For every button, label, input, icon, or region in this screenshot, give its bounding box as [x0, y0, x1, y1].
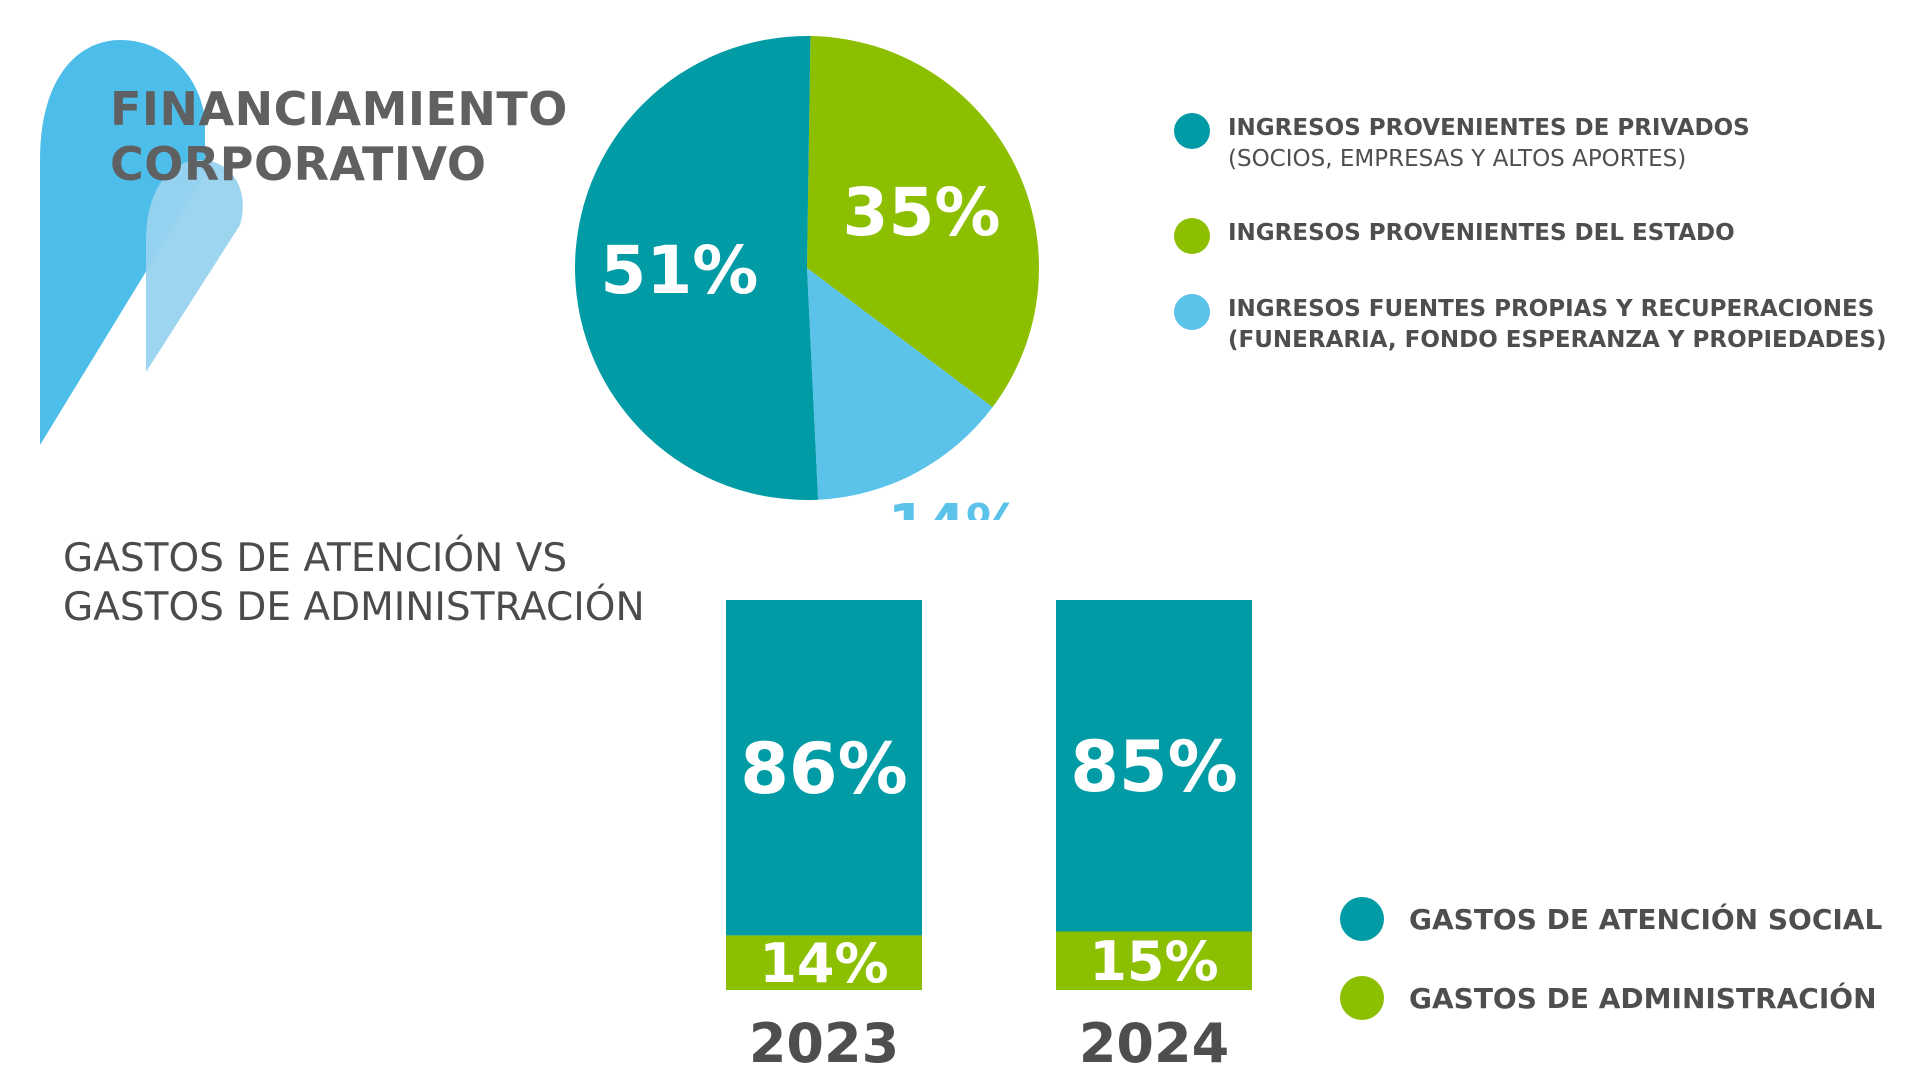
legend-sublabel-privados: (SOCIOS, EMPRESAS Y ALTOS APORTES): [1228, 146, 1687, 172]
page-title: FINANCIAMIENTO CORPORATIVO: [110, 82, 568, 192]
bar-legend-item-atencion: GASTOS DE ATENCIÓN SOCIAL: [1340, 897, 1882, 941]
bar-legend-item-administracion: GASTOS DE ADMINISTRACIÓN: [1340, 976, 1877, 1020]
bar-2023-administracion: [726, 935, 922, 990]
bar-2024-atencion: [1056, 600, 1252, 932]
logo-back-shape: [40, 40, 205, 445]
logo: [40, 40, 243, 445]
bar-legend-dot-green: [1340, 976, 1384, 1020]
bar-2024-administracion: [1056, 931, 1252, 990]
bar-legend-label-atencion: GASTOS DE ATENCIÓN SOCIAL: [1409, 902, 1883, 936]
bar-chart-title-line1: GASTOS DE ATENCIÓN VS: [63, 536, 568, 581]
income-pie-chart: 35% 14% 51%: [574, 35, 1039, 520]
pie-label-privados: 51%: [600, 232, 758, 309]
bar-legend-dot-teal: [1340, 897, 1384, 941]
category-label-2023: 2023: [749, 1012, 899, 1075]
bar-chart-title: GASTOS DE ATENCIÓN VS GASTOS DE ADMINIST…: [63, 534, 645, 632]
legend-item-privados: INGRESOS PROVENIENTES DE PRIVADOS (SOCIO…: [1174, 113, 1750, 175]
logo-front-shape: [146, 160, 243, 372]
pie-slice-estado: [807, 36, 1039, 408]
legend-item-propias: INGRESOS FUENTES PROPIAS Y RECUPERACIONE…: [1174, 294, 1887, 356]
pie-label-propias: 14%: [888, 493, 1022, 520]
pie-label-estado: 35%: [843, 174, 1001, 251]
legend-dot-green: [1174, 218, 1210, 254]
category-label-2024: 2024: [1079, 1012, 1229, 1075]
legend-label-propias: INGRESOS FUENTES PROPIAS Y RECUPERACIONE…: [1228, 296, 1875, 322]
legend-dot-light-blue: [1174, 294, 1210, 330]
expenses-bar-chart: 14% 86% 2023 15% 85% 2024: [726, 600, 1252, 1075]
bar-2023-atencion: [726, 600, 922, 936]
bar-label-2023-atencion: 86%: [740, 728, 908, 810]
pie-slice-propias: [807, 268, 993, 500]
bar-label-2023-administracion: 14%: [759, 932, 888, 995]
bar-label-2024-administracion: 15%: [1089, 930, 1218, 993]
legend-dot-teal: [1174, 113, 1210, 149]
legend-sublabel-propias: (FUNERARIA, FONDO ESPERANZA Y PROPIEDADE…: [1228, 327, 1887, 353]
bar-chart-title-line2: GASTOS DE ADMINISTRACIÓN: [63, 585, 645, 630]
page-title-line1: FINANCIAMIENTO: [110, 82, 568, 136]
legend-item-estado: INGRESOS PROVENIENTES DEL ESTADO: [1174, 218, 1735, 254]
bar-label-2024-atencion: 85%: [1070, 726, 1238, 808]
legend-label-estado: INGRESOS PROVENIENTES DEL ESTADO: [1228, 220, 1735, 246]
page-title-line2: CORPORATIVO: [110, 137, 487, 191]
bar-legend-label-administracion: GASTOS DE ADMINISTRACIÓN: [1409, 981, 1877, 1015]
legend-label-privados: INGRESOS PROVENIENTES DE PRIVADOS: [1228, 115, 1750, 141]
pie-slice-privados: [574, 35, 819, 500]
